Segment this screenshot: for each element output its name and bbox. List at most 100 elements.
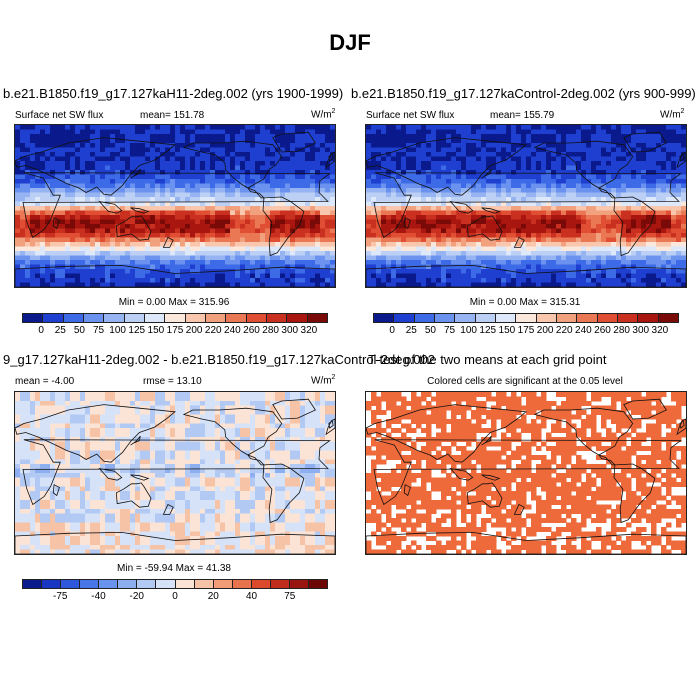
ttest-subtitle: Colored cells are significant at the 0.0…: [427, 376, 623, 387]
colorbar-h11-swatch: [124, 314, 145, 322]
colorbar-control-tick-label: 280: [613, 325, 630, 336]
colorbar-control-swatch: [536, 314, 557, 322]
colorbar-h11-swatch: [266, 314, 288, 322]
colorbar-control-swatch: [394, 314, 415, 322]
colorbar-control-tick-label: 150: [498, 325, 516, 336]
figure-title: DJF: [329, 30, 371, 55]
colorbar-h11-swatch: [144, 314, 166, 322]
colorbar-difference-swatch: [23, 580, 43, 588]
variable-label-control: Surface net SW flux: [366, 110, 455, 121]
colorbar-h11-swatch: [63, 314, 84, 322]
colorbar-difference-tick-label: -40: [91, 591, 106, 602]
colorbar-h11-tick-label: 75: [92, 325, 105, 336]
colorbar-difference-tick-label: 40: [245, 591, 258, 602]
colorbar-control-swatch: [658, 314, 678, 322]
colorbar-control-tick-label: 220: [555, 325, 573, 336]
colorbar-h11-swatch: [307, 314, 327, 322]
colorbar-difference-tick-label: 75: [284, 591, 296, 602]
colorbar-difference-swatch: [118, 580, 138, 588]
colorbar-difference-swatch: [232, 580, 252, 588]
colorbar-difference-tick-label: 20: [207, 591, 219, 602]
mean-label-control: mean= 155.79: [490, 110, 555, 121]
colorbar-control-tick-label: 300: [632, 325, 650, 336]
panel-title-control: b.e21.B1850.f19_g17.127kaControl-2deg.00…: [351, 86, 696, 101]
colorbar-control-swatch: [455, 314, 476, 322]
colorbar-difference-swatch: [308, 580, 327, 588]
colorbar-control-swatch: [374, 314, 395, 322]
colorbar-h11-tick-label: 240: [224, 325, 241, 336]
mean-label-difference: mean = -4.00: [15, 376, 75, 387]
colorbar-control-swatch: [617, 314, 639, 322]
colorbar-control-tick-label: 50: [424, 325, 436, 336]
colorbar-control-tick-label: 125: [479, 325, 497, 336]
colorbar-h11-tick-label: 320: [300, 325, 318, 336]
colorbar-h11-swatch: [205, 314, 227, 322]
colorbar-h11-swatch: [83, 314, 105, 322]
colorbar-control-swatch: [434, 314, 456, 322]
units-label-difference: W/m2: [311, 374, 336, 387]
colorbar-difference-swatch: [251, 580, 271, 588]
colorbar-h11: 0 25 50 75 100 125 150 175 200 220 240 260 280 300 320: [22, 313, 328, 337]
colorbar-control-tick-label: 175: [517, 325, 535, 336]
colorbar-h11-swatch: [23, 314, 44, 322]
colorbar-h11-swatch: [104, 314, 125, 322]
colorbar-h11-tick-label: 280: [262, 325, 279, 336]
colorbar-h11-tick-label: 260: [243, 325, 260, 336]
colorbar-h11-tick-label: 300: [281, 325, 299, 336]
colorbar-control-tick-label: 200: [536, 325, 554, 336]
colorbar-h11-swatch: [246, 314, 267, 322]
minmax-difference: Min = -59.94 Max = 41.38: [117, 563, 231, 574]
colorbar-control-tick-label: 75: [443, 325, 456, 336]
map-control: [365, 124, 687, 288]
colorbar-h11-tick-label: 25: [54, 325, 66, 336]
colorbar-control: 0 25 50 75 100 125 150 175 200 220 240 260 280 300 320: [373, 313, 679, 337]
colorbar-h11-tick-label: 200: [185, 325, 203, 336]
panel-title-difference: 9_g17.127kaH11-2deg.002 - b.e21.B1850.f1…: [3, 352, 435, 367]
colorbar-difference-swatch: [213, 580, 233, 588]
colorbar-difference-swatch: [99, 580, 119, 588]
colorbar-control-swatch: [516, 314, 537, 322]
colorbar-difference-swatch: [42, 580, 62, 588]
colorbar-control-tick-label: 260: [594, 325, 611, 336]
minmax-h11: Min = 0.00 Max = 315.96: [118, 297, 230, 308]
colorbar-difference-tick-label: -20: [129, 591, 144, 602]
panel-title-ttest: T-test of the two means at each grid poi…: [368, 352, 607, 367]
colorbar-control-tick-label: 0: [389, 325, 395, 336]
colorbar-control-swatch: [597, 314, 618, 322]
variable-label-h11: Surface net SW flux: [15, 110, 104, 121]
colorbar-difference-swatch: [156, 580, 176, 588]
colorbar-h11-tick-label: 0: [38, 325, 44, 336]
colorbar-control-tick-label: 100: [460, 325, 477, 336]
colorbar-control-swatch: [556, 314, 578, 322]
mean-label-h11: mean= 151.78: [140, 110, 205, 121]
sw-flux-map-control: [366, 125, 686, 287]
colorbar-h11-swatch: [43, 314, 64, 322]
difference-map: [15, 392, 335, 554]
colorbar-difference-swatch: [175, 580, 195, 588]
colorbar-control-tick-label: 320: [651, 325, 669, 336]
colorbar-h11-tick-label: 175: [166, 325, 184, 336]
minmax-control: Min = 0.00 Max = 315.31: [469, 297, 581, 308]
colorbar-h11-tick-label: 150: [147, 325, 165, 336]
colorbar-h11-tick-label: 50: [73, 325, 85, 336]
colorbar-h11-swatch: [226, 314, 247, 322]
colorbar-h11-swatch: [165, 314, 186, 322]
colorbar-control-swatch: [495, 314, 517, 322]
colorbar-h11-tick-label: 125: [128, 325, 146, 336]
colorbar-control-tick-label: 25: [405, 325, 417, 336]
colorbar-control-swatch: [475, 314, 496, 322]
colorbar-difference-tick-label: 0: [172, 591, 178, 602]
colorbar-difference-swatch: [194, 580, 214, 588]
ttest-significance-map: [366, 392, 686, 554]
sw-flux-map-h11: [15, 125, 335, 287]
colorbar-difference-swatch: [80, 580, 100, 588]
colorbar-h11-tick-label: 100: [109, 325, 126, 336]
map-ttest: [365, 391, 687, 555]
colorbar-difference-swatch: [61, 580, 81, 588]
colorbar-h11-swatch: [185, 314, 206, 322]
colorbar-difference-tick-label: -75: [53, 591, 68, 602]
map-h11: [14, 124, 336, 288]
colorbar-h11-swatch: [287, 314, 308, 322]
colorbar-difference-swatch: [270, 580, 290, 588]
colorbar-difference-swatch: [289, 580, 309, 588]
